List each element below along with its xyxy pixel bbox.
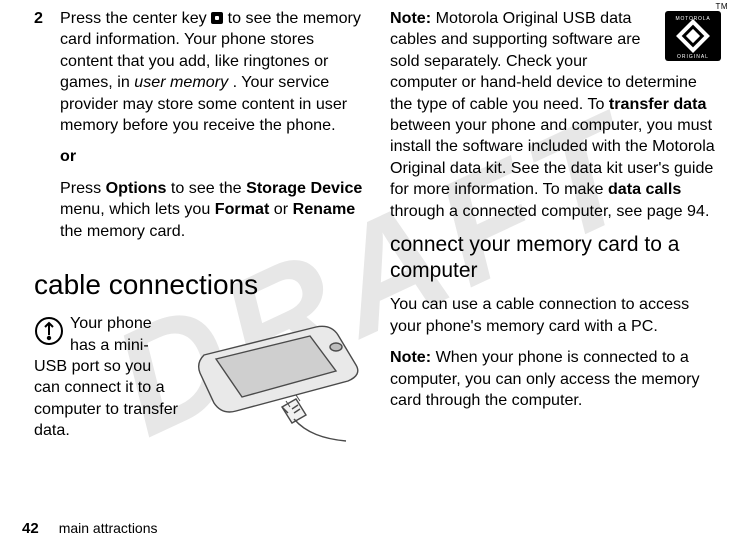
motorola-original-badge-icon: MOTOROLA ORIGINAL [664, 10, 722, 62]
text: When your phone is connected to a comput… [390, 348, 700, 409]
text: menu, which lets you [60, 200, 215, 218]
alt-step-paragraph: Press Options to see the Storage Device … [60, 178, 366, 242]
or-label: or [60, 146, 366, 167]
right-column: TM MOTOROLA ORIGINAL Note: Motorola Orig… [378, 8, 734, 533]
tm-mark: TM [715, 2, 728, 13]
cable-connections-heading: cable connections [34, 266, 366, 303]
text: Press the center key [60, 9, 211, 27]
svg-text:ORIGINAL: ORIGINAL [677, 54, 709, 60]
body-paragraph: You can use a cable connection to access… [390, 294, 722, 337]
text: the memory card. [60, 222, 185, 240]
text: to see the [171, 179, 246, 197]
left-column: 2 Press the center key to see the memory… [22, 8, 378, 533]
options-key: Options [106, 179, 167, 197]
note-paragraph-2: Note: When your phone is connected to a … [390, 347, 722, 411]
transfer-data-term: transfer data [609, 95, 707, 113]
connect-memory-card-heading: connect your memory card to a computer [390, 232, 722, 285]
phone-illustration [186, 315, 366, 445]
format-option: Format [215, 200, 270, 218]
feature-block: Your phone has a mini-USB port so you ca… [34, 313, 366, 451]
page-footer: 42 main attractions [22, 520, 158, 537]
center-key-icon [211, 12, 223, 24]
step-number: 2 [34, 8, 60, 252]
storage-device-menu: Storage Device [246, 179, 362, 197]
text: or [274, 200, 293, 218]
note-label: Note: [390, 9, 436, 27]
rename-option: Rename [293, 200, 356, 218]
text: through a connected computer, see page 9… [390, 202, 709, 220]
step-paragraph: Press the center key to see the memory c… [60, 8, 366, 136]
user-memory-term: user memory [134, 73, 228, 91]
note-label: Note: [390, 348, 436, 366]
page-number: 42 [22, 520, 39, 537]
section-name: main attractions [59, 520, 158, 536]
data-calls-term: data calls [608, 180, 681, 198]
feature-icon [34, 316, 64, 346]
text: Press [60, 179, 106, 197]
